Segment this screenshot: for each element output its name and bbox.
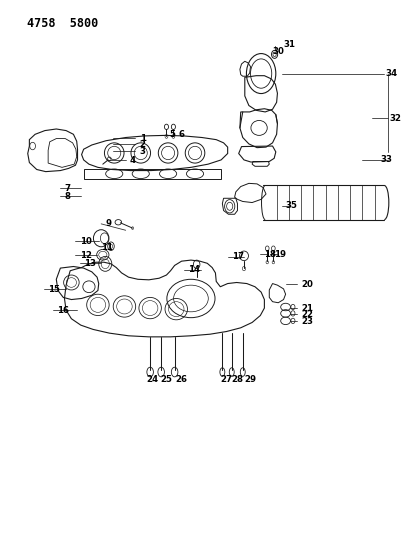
Text: 10: 10 [80,237,91,246]
Text: 21: 21 [301,304,313,312]
Text: 23: 23 [301,317,313,326]
Text: 13: 13 [84,259,95,268]
Text: 17: 17 [232,253,244,261]
Text: 2: 2 [140,140,146,149]
Text: 35: 35 [286,201,297,210]
Text: 29: 29 [244,375,256,384]
Text: 8: 8 [64,192,71,200]
Text: 31: 31 [284,40,295,49]
Text: 20: 20 [301,280,313,289]
Text: 1: 1 [140,134,146,143]
Text: 4: 4 [130,157,136,165]
Text: 30: 30 [272,47,284,56]
Text: 12: 12 [80,251,91,260]
Text: 14: 14 [188,265,201,274]
Text: 26: 26 [175,375,187,384]
Text: 18: 18 [264,251,276,259]
Text: 33: 33 [380,156,392,164]
Text: 25: 25 [160,375,172,384]
Text: 5: 5 [169,130,175,139]
Text: 16: 16 [57,306,69,314]
Text: 9: 9 [105,220,111,228]
Text: 27: 27 [220,375,233,384]
Text: 32: 32 [390,114,401,123]
Text: 34: 34 [386,69,398,78]
Text: 15: 15 [48,286,60,294]
Text: 22: 22 [301,310,313,319]
Text: 4758  5800: 4758 5800 [27,17,98,30]
Text: 11: 11 [101,244,113,252]
Text: 3: 3 [140,147,146,156]
Text: 28: 28 [232,375,244,384]
Text: 6: 6 [179,130,185,139]
Text: 24: 24 [146,375,158,384]
Text: 7: 7 [64,184,71,193]
Text: 19: 19 [274,251,286,259]
